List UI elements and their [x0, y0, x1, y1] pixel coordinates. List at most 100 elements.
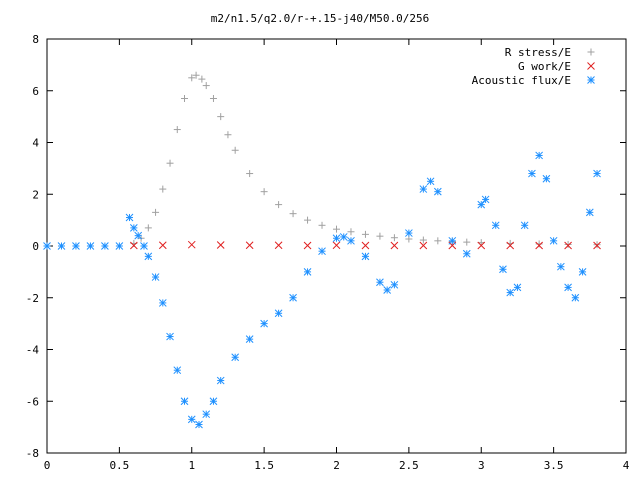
x-tick-label: 2 — [333, 459, 340, 472]
data-point — [289, 293, 297, 302]
data-point — [202, 82, 210, 90]
data-point — [195, 420, 203, 429]
data-point — [216, 241, 225, 249]
data-point — [361, 252, 370, 261]
data-point — [260, 319, 268, 328]
data-point — [585, 208, 594, 217]
data-point — [275, 201, 283, 209]
x-tick-label: 3 — [478, 459, 485, 472]
data-point — [549, 236, 558, 245]
data-point — [564, 240, 572, 248]
y-tick-label: 8 — [32, 33, 39, 46]
x-tick-label: 1 — [188, 459, 195, 472]
data-point — [419, 185, 428, 193]
data-point — [192, 71, 200, 79]
x-tick-label: 0.5 — [109, 459, 129, 472]
data-point — [140, 242, 148, 250]
data-point — [332, 234, 341, 243]
x-tick-label: 2.5 — [399, 459, 419, 472]
data-point — [245, 241, 254, 250]
data-point — [564, 283, 572, 292]
data-point — [209, 95, 217, 103]
legend-label: G work/E — [518, 60, 571, 73]
x-tick-label: 4 — [623, 459, 630, 472]
data-point — [245, 335, 254, 344]
data-point — [303, 268, 312, 276]
data-point — [434, 237, 442, 245]
data-point — [202, 410, 211, 419]
data-point — [535, 240, 543, 248]
data-point — [274, 309, 283, 318]
data-point — [289, 210, 297, 218]
data-point — [166, 159, 174, 167]
data-point — [491, 221, 500, 230]
data-point — [571, 293, 580, 302]
data-point — [426, 177, 435, 186]
data-point — [151, 273, 160, 281]
data-point — [231, 146, 239, 154]
y-tick-label: -6 — [26, 395, 39, 408]
data-point — [115, 242, 124, 250]
data-point — [129, 241, 138, 250]
data-point — [542, 174, 551, 183]
legend-marker — [587, 76, 595, 84]
data-point — [209, 397, 218, 406]
data-point — [180, 397, 189, 406]
data-point — [405, 235, 413, 243]
chart-title: m2/n1.5/q2.0/r-+.15-j40/M50.0/256 — [211, 12, 430, 25]
data-point — [481, 195, 490, 204]
data-point — [173, 126, 181, 134]
data-point — [166, 332, 174, 341]
data-point — [216, 376, 225, 385]
data-point — [557, 262, 565, 271]
data-point — [419, 236, 427, 244]
data-point — [419, 241, 428, 250]
y-tick-label: 2 — [32, 188, 39, 201]
x-tick-label: 1.5 — [254, 459, 274, 472]
data-point — [159, 185, 167, 193]
y-tick-label: 4 — [32, 137, 39, 150]
x-tick-label: 3.5 — [544, 459, 564, 472]
data-point — [535, 151, 544, 160]
data-point — [383, 286, 392, 294]
data-point — [390, 234, 398, 242]
data-point — [101, 242, 109, 250]
data-point — [339, 233, 348, 241]
data-point — [144, 252, 153, 261]
data-point — [513, 283, 522, 292]
data-point — [361, 230, 369, 238]
data-point — [390, 241, 399, 250]
data-point — [564, 241, 572, 250]
data-point — [376, 278, 384, 287]
data-point — [376, 232, 384, 240]
data-point — [231, 353, 240, 362]
y-tick-label: 0 — [32, 240, 39, 253]
data-point — [347, 228, 355, 236]
y-tick-label: 6 — [32, 85, 39, 98]
data-point — [361, 241, 370, 250]
data-point — [477, 241, 486, 250]
data-point — [217, 113, 225, 121]
series-2 — [43, 151, 601, 429]
y-tick-label: -4 — [26, 344, 40, 357]
data-point — [593, 241, 601, 250]
data-point — [448, 236, 457, 245]
data-point — [303, 241, 312, 250]
legend-marker — [587, 48, 595, 56]
data-point — [125, 213, 134, 222]
data-point — [158, 299, 167, 307]
data-point — [332, 241, 341, 250]
data-point — [506, 241, 515, 250]
data-point — [198, 75, 206, 83]
data-point — [134, 231, 143, 240]
data-point — [578, 268, 587, 276]
data-point — [318, 221, 326, 229]
data-point — [477, 200, 486, 209]
data-point — [173, 366, 182, 375]
legend-label: R stress/E — [505, 46, 571, 59]
data-point — [462, 249, 471, 258]
data-point — [304, 216, 312, 224]
data-point — [188, 74, 196, 82]
